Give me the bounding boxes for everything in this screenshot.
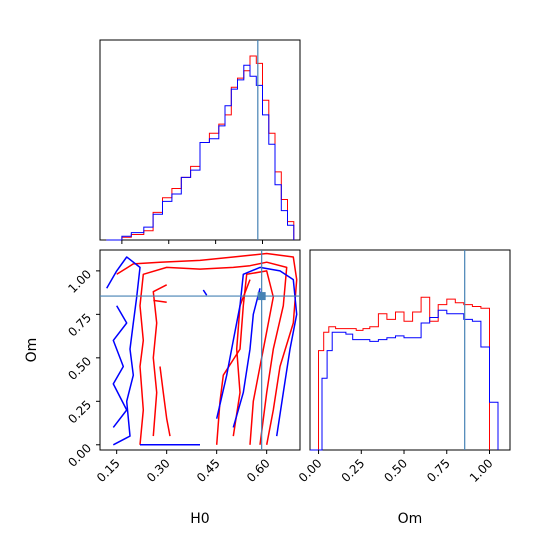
om-histogram-lines <box>310 250 499 451</box>
contour-red-1 <box>139 261 288 445</box>
contour-blue-4 <box>232 288 261 428</box>
x-axis-label-h0: H0 <box>190 511 209 527</box>
om-histogram-frame <box>309 249 511 451</box>
contour-truth-marker <box>257 292 266 301</box>
y-axis-label-om: Om <box>24 338 40 363</box>
h0-histogram-lines <box>106 40 295 241</box>
h0-histogram-ticks <box>121 240 263 244</box>
h0-histogram-frame <box>99 39 301 241</box>
contour-red-2 <box>152 284 168 437</box>
contour-red-0 <box>116 252 298 445</box>
x-axis-label-om: Om <box>398 511 423 527</box>
contour-blue-3 <box>215 266 298 437</box>
contour-red-6 <box>153 299 167 303</box>
contour-lines <box>100 250 300 450</box>
om-histogram-blue <box>310 309 499 451</box>
contour-red-3 <box>215 270 275 445</box>
contour-red-5 <box>159 366 171 437</box>
contour-blue-1 <box>112 305 128 428</box>
contour-frame <box>99 249 301 451</box>
contour-blue-5 <box>202 289 208 296</box>
h0-histogram-panel <box>99 39 301 244</box>
contour-ticks <box>96 270 268 454</box>
contour-red-4 <box>232 279 251 437</box>
h0-histogram-blue <box>106 64 295 241</box>
om-histogram-red <box>310 296 490 451</box>
contour-blue-0 <box>106 256 141 446</box>
